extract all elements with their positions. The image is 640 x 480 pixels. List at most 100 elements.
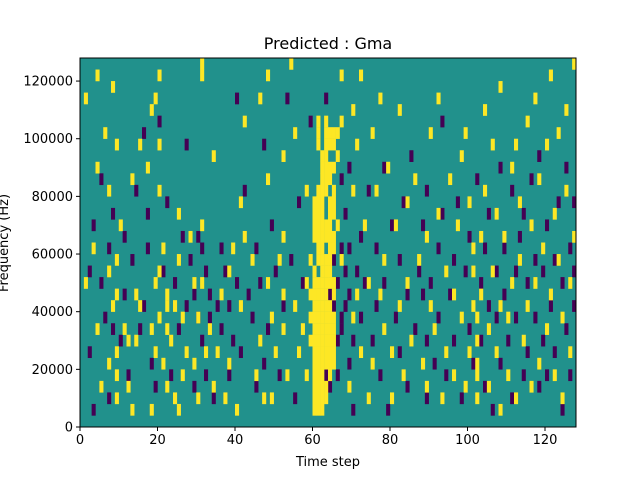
heatmap-cell-low — [397, 346, 402, 359]
heatmap-cell-low — [541, 265, 546, 278]
heatmap-cell-low — [328, 288, 333, 301]
heatmap-cell-low — [552, 346, 557, 359]
y-tick-label: 80000 — [32, 190, 73, 205]
heatmap-cell-high — [180, 369, 185, 382]
heatmap-cell-high — [316, 115, 321, 128]
heatmap-cell-low — [359, 311, 364, 324]
heatmap-cell-high — [386, 161, 391, 174]
heatmap-cell-low — [343, 207, 348, 220]
heatmap-cell-high — [328, 219, 333, 232]
heatmap-cell-low — [452, 334, 457, 347]
heatmap-cell-high — [304, 184, 309, 197]
heatmap-cell-low — [359, 230, 364, 243]
heatmap-cell-low — [339, 242, 344, 255]
heatmap-cell-high — [266, 277, 271, 289]
heatmap-cell-high — [498, 81, 503, 93]
y-tick-label: 40000 — [32, 305, 73, 320]
heatmap-cell-low — [452, 254, 457, 266]
heatmap-cell-high — [122, 323, 127, 335]
heatmap-cell-high — [328, 369, 333, 382]
heatmap-cell-high — [339, 254, 344, 266]
heatmap-cell-high — [281, 323, 286, 335]
heatmap-cell-low — [467, 323, 472, 335]
heatmap-cell-high — [316, 369, 321, 382]
heatmap-cell-low — [207, 288, 212, 301]
heatmap-cell-high — [312, 265, 317, 278]
heatmap-cell-high — [331, 184, 336, 197]
heatmap-cell-high — [114, 369, 119, 382]
heatmap-cell-low — [285, 92, 290, 105]
heatmap-cell-low — [308, 115, 313, 128]
heatmap-cell-high — [331, 127, 336, 139]
heatmap-cell-high — [196, 392, 201, 405]
heatmap-cell-high — [328, 138, 333, 151]
heatmap-cell-high — [95, 161, 100, 174]
heatmap-cell-high — [266, 69, 271, 82]
heatmap-cell-low — [269, 219, 274, 232]
heatmap-cell-low — [521, 369, 526, 382]
heatmap-cell-low — [99, 277, 104, 289]
heatmap-cell-high — [165, 300, 170, 312]
heatmap-cell-high — [428, 300, 433, 312]
heatmap-cell-high — [258, 92, 263, 105]
heatmap-cell-low — [87, 265, 92, 278]
heatmap-cell-high — [320, 196, 325, 209]
heatmap-cell-high — [95, 69, 100, 82]
heatmap-cell-low — [188, 254, 193, 266]
heatmap-cell-high — [479, 230, 484, 243]
heatmap-cell-high — [324, 277, 329, 289]
heatmap-cell-low — [455, 196, 460, 209]
heatmap-cell-low — [347, 242, 352, 255]
heatmap-cell-high — [359, 346, 364, 359]
heatmap-cell-low — [215, 300, 220, 312]
heatmap-cell-low — [134, 184, 139, 197]
heatmap-cell-low — [180, 230, 185, 243]
heatmap-cell-high — [157, 184, 162, 197]
heatmap-cell-high — [572, 58, 577, 70]
heatmap-cell-high — [200, 219, 205, 232]
heatmap-cell-high — [548, 69, 553, 82]
heatmap-cell-low — [413, 323, 418, 335]
heatmap-cell-high — [157, 69, 162, 82]
heatmap-cell-high — [324, 392, 329, 405]
heatmap-cell-high — [316, 323, 321, 335]
heatmap-cell-low — [351, 334, 356, 347]
heatmap-cell-high — [556, 254, 561, 266]
heatmap-cell-low — [91, 219, 96, 232]
heatmap-cell-high — [390, 392, 395, 405]
heatmap-cell-high — [455, 219, 460, 232]
heatmap-cell-high — [320, 380, 325, 393]
heatmap-cell-high — [320, 403, 325, 416]
heatmap-cell-low — [382, 277, 387, 289]
heatmap-cell-low — [537, 150, 542, 162]
heatmap-cell-high — [312, 311, 317, 324]
heatmap-cell-high — [281, 288, 286, 301]
heatmap-cell-high — [126, 380, 131, 393]
heatmap-cell-high — [382, 254, 387, 266]
heatmap-cell-high — [308, 254, 313, 266]
heatmap-cell-low — [545, 219, 550, 232]
heatmap-cell-high — [316, 357, 321, 370]
heatmap-cell-low — [479, 334, 484, 347]
heatmap-cell-low — [560, 277, 565, 289]
heatmap-cell-high — [320, 392, 325, 405]
heatmap-cell-high — [331, 357, 336, 370]
heatmap-cell-low — [502, 288, 507, 301]
heatmap-cell-low — [204, 369, 209, 382]
heatmap-cell-high — [211, 380, 216, 393]
heatmap-cell-low — [339, 311, 344, 324]
heatmap-cell-high — [91, 242, 96, 255]
heatmap-cell-low — [514, 311, 519, 324]
heatmap-cell-low — [204, 265, 209, 278]
heatmap-cell-high — [320, 265, 325, 278]
heatmap-cell-low — [510, 184, 515, 197]
heatmap-cell-high — [362, 219, 367, 232]
heatmap-cell-high — [490, 265, 495, 278]
heatmap-cell-high — [134, 288, 139, 301]
heatmap-cell-low — [196, 230, 201, 243]
heatmap-cell-low — [568, 242, 573, 255]
heatmap-cell-low — [142, 300, 147, 312]
heatmap-cell-high — [316, 392, 321, 405]
heatmap-cell-high — [111, 81, 116, 93]
heatmap-cell-low — [552, 254, 557, 266]
